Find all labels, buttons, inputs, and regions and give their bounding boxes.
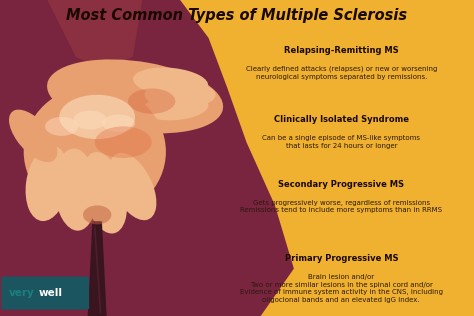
FancyBboxPatch shape xyxy=(1,276,89,310)
Text: Gets progressively worse, regardless of remissions
Remissions tend to include mo: Gets progressively worse, regardless of … xyxy=(240,200,442,214)
Ellipse shape xyxy=(73,111,107,130)
Text: well: well xyxy=(39,288,63,298)
Ellipse shape xyxy=(82,152,127,234)
Ellipse shape xyxy=(109,153,156,220)
Text: Primary Progressive MS: Primary Progressive MS xyxy=(284,254,398,263)
Ellipse shape xyxy=(145,82,216,108)
Ellipse shape xyxy=(26,145,69,221)
Ellipse shape xyxy=(95,126,152,158)
Text: very: very xyxy=(9,288,34,298)
Polygon shape xyxy=(88,221,107,316)
Ellipse shape xyxy=(24,85,166,218)
Ellipse shape xyxy=(47,59,223,133)
Ellipse shape xyxy=(45,117,78,136)
Text: Secondary Progressive MS: Secondary Progressive MS xyxy=(278,180,404,189)
Text: Can be a single episode of MS-like symptoms
that lasts for 24 hours or longer: Can be a single episode of MS-like sympt… xyxy=(262,135,420,149)
Ellipse shape xyxy=(133,68,208,97)
Polygon shape xyxy=(0,0,294,316)
Ellipse shape xyxy=(9,110,57,162)
Text: Brain lesion and/or
Two or more similar lesions in the spinal cord and/or
Eviden: Brain lesion and/or Two or more similar … xyxy=(240,274,443,303)
Ellipse shape xyxy=(83,205,111,224)
Ellipse shape xyxy=(55,149,97,231)
Text: Clinically Isolated Syndrome: Clinically Isolated Syndrome xyxy=(274,115,409,124)
Ellipse shape xyxy=(142,94,209,120)
Text: Clearly defined attacks (relapses) or new or worsening
neurological symptoms sep: Clearly defined attacks (relapses) or ne… xyxy=(246,65,437,80)
Text: Most Common Types of Multiple Sclerosis: Most Common Types of Multiple Sclerosis xyxy=(66,8,408,23)
Text: Relapsing-Remitting MS: Relapsing-Remitting MS xyxy=(284,46,399,55)
Ellipse shape xyxy=(102,115,135,132)
Ellipse shape xyxy=(128,88,175,114)
Ellipse shape xyxy=(59,95,135,139)
Polygon shape xyxy=(47,0,142,70)
